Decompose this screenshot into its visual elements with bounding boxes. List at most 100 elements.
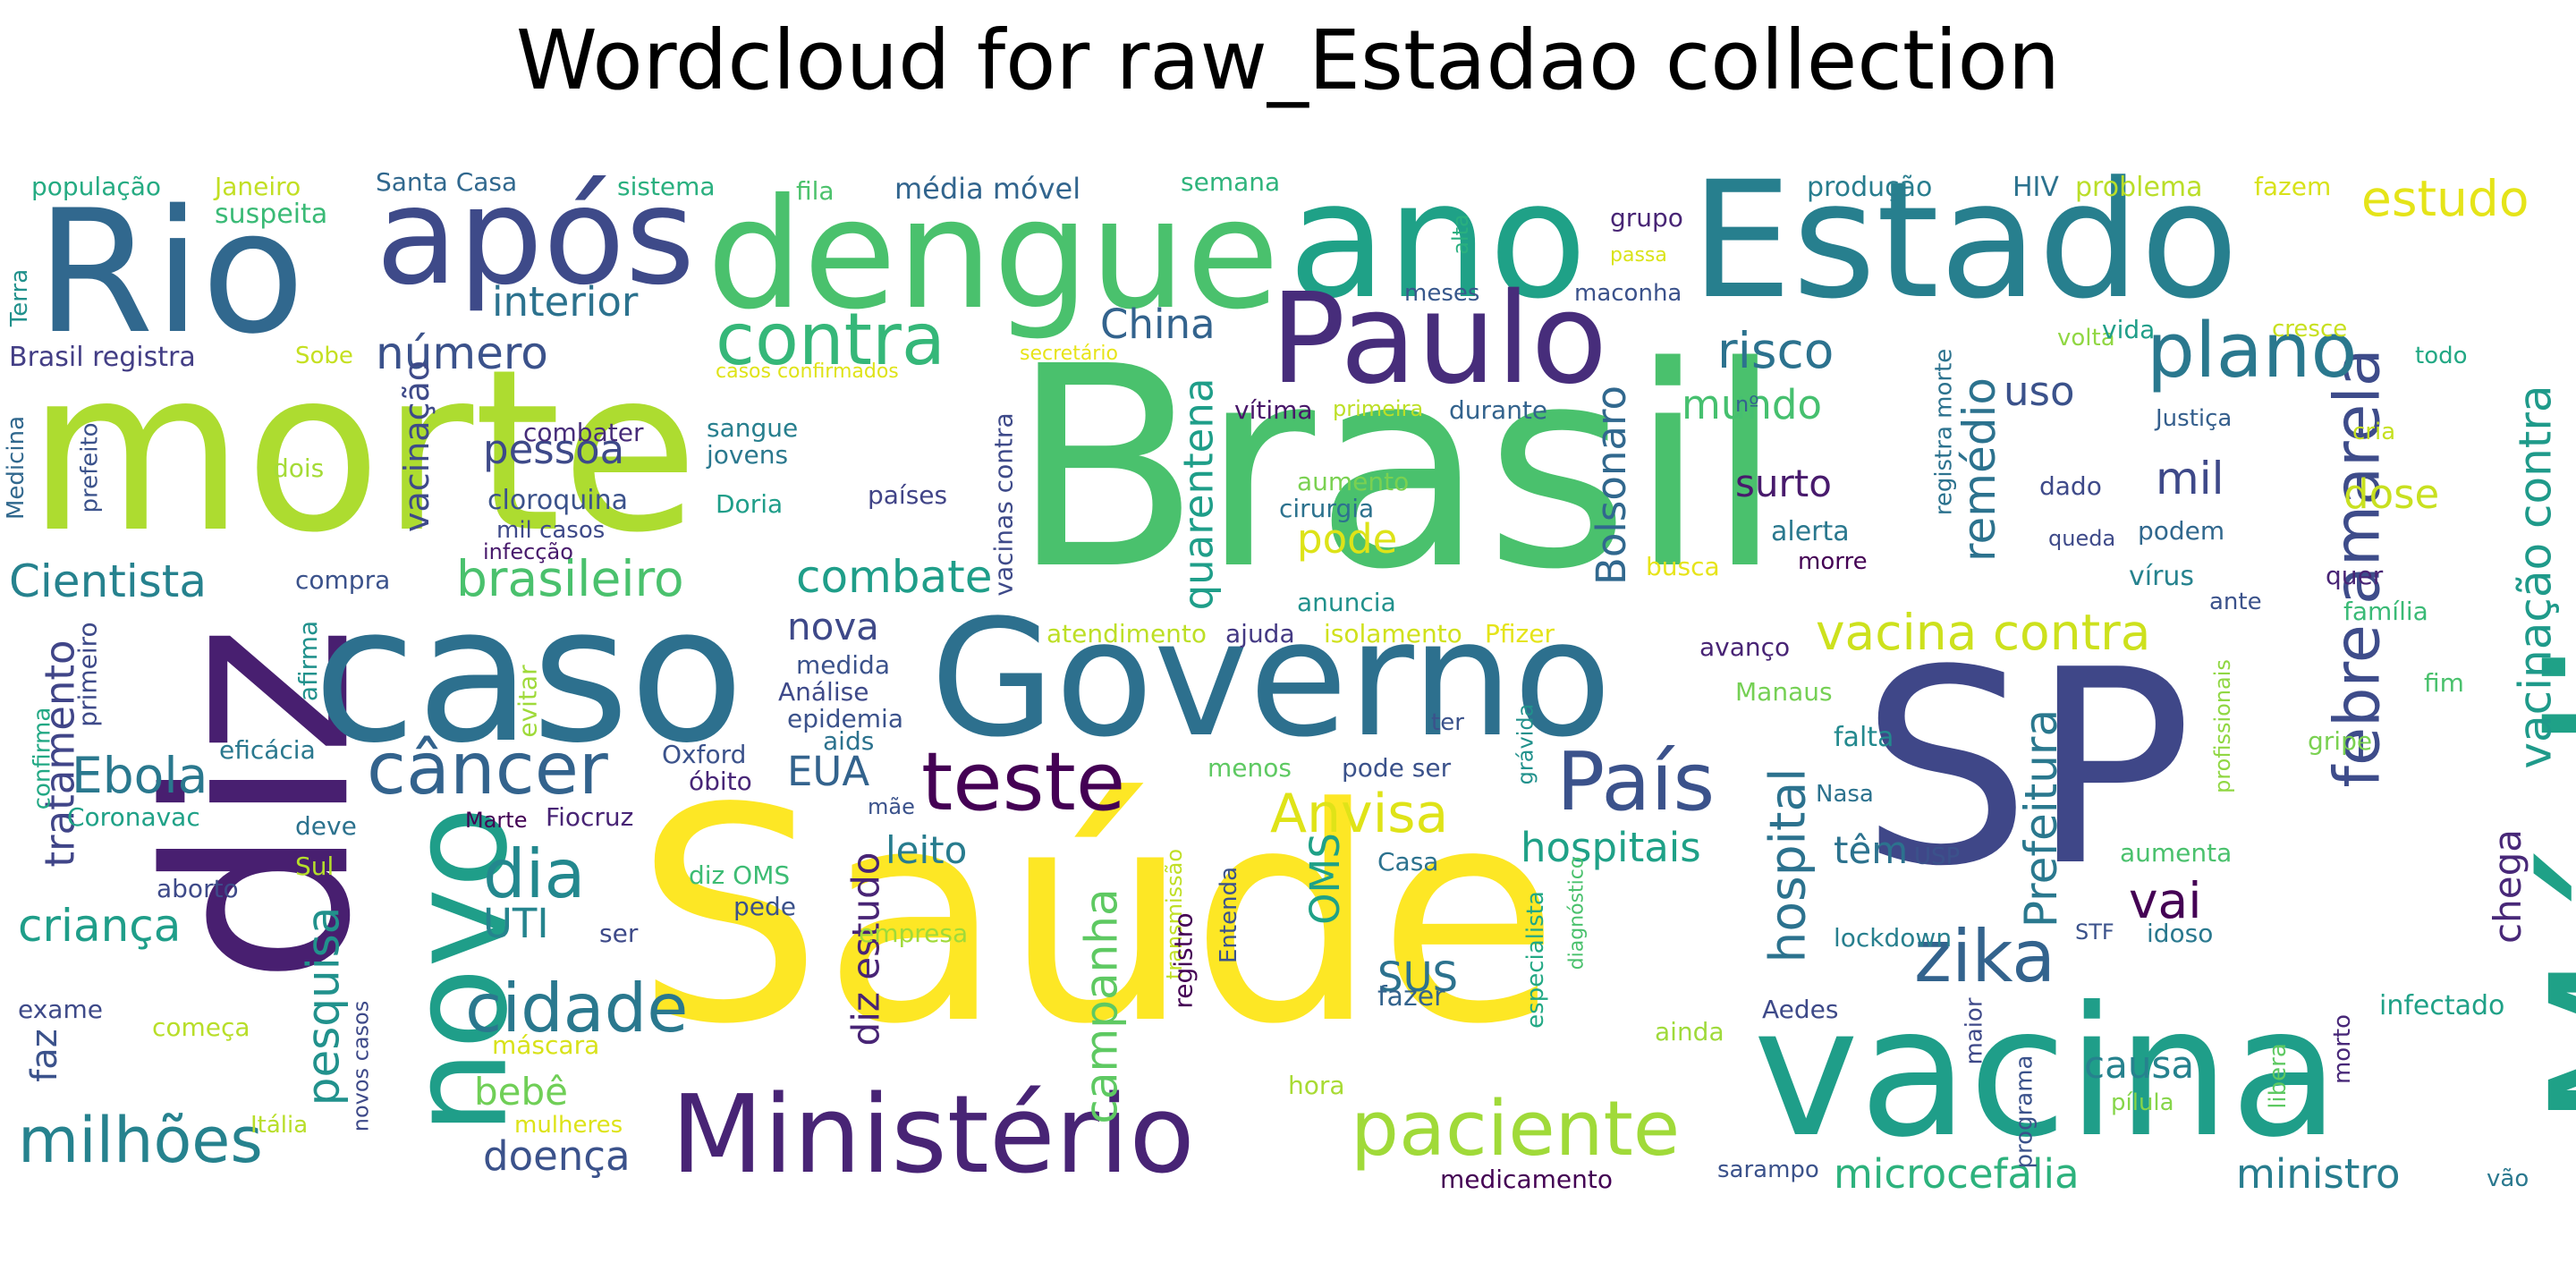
cloud-word: remédio bbox=[1953, 377, 2005, 562]
cloud-word: Pfizer bbox=[1485, 619, 1555, 648]
cloud-word: uso bbox=[2004, 368, 2075, 415]
cloud-word: Terra bbox=[6, 268, 34, 327]
cloud-word: lockdown bbox=[1834, 923, 1953, 953]
cloud-word: profissionais bbox=[2209, 659, 2235, 793]
cloud-word: Saúde bbox=[635, 745, 1560, 1089]
cloud-word: sistema bbox=[617, 172, 716, 201]
cloud-word: Coronavac bbox=[67, 802, 200, 832]
cloud-word: SP bbox=[1860, 613, 2193, 925]
cloud-word: quarentena bbox=[1174, 377, 1223, 611]
cloud-word: produção bbox=[1807, 172, 1933, 203]
cloud-word: Nasa bbox=[1816, 781, 1874, 808]
cloud-word: Cientista bbox=[9, 555, 208, 607]
cloud-word: caso bbox=[313, 565, 745, 784]
cloud-word: primeiro bbox=[72, 622, 103, 727]
cloud-word: Estado bbox=[1690, 148, 2239, 335]
cloud-word: hora bbox=[1288, 1071, 1345, 1100]
cloud-word: vacina bbox=[1753, 969, 2340, 1177]
cloud-word: fazer bbox=[1377, 981, 1445, 1013]
cloud-word: especialista bbox=[1521, 891, 1549, 1029]
cloud-word: prefeito bbox=[76, 422, 104, 513]
cloud-word: Santa Casa bbox=[376, 167, 518, 197]
cloud-word: grupo bbox=[1610, 203, 1683, 233]
cloud-word: sangue bbox=[707, 413, 799, 443]
cloud-word: interior bbox=[492, 278, 639, 326]
cloud-word: empresa bbox=[859, 919, 969, 948]
cloud-word: isolamento bbox=[1324, 619, 1462, 648]
cloud-word: nº bbox=[1735, 392, 1759, 417]
cloud-word: menos bbox=[1208, 753, 1292, 783]
cloud-word: ainda bbox=[1655, 1017, 1724, 1046]
cloud-word: óbito bbox=[689, 767, 752, 796]
cloud-word: programa bbox=[2011, 1055, 2038, 1169]
cloud-word: anuncia bbox=[1297, 588, 1396, 617]
cloud-word: aids bbox=[823, 726, 875, 756]
cloud-word: Brasil registra bbox=[9, 342, 196, 373]
cloud-word: durante bbox=[1449, 395, 1548, 425]
cloud-word: primeira bbox=[1333, 396, 1424, 421]
cloud-word: USP bbox=[1914, 843, 1961, 870]
cloud-word: cria bbox=[2352, 419, 2396, 445]
cloud-word: diagnóstico bbox=[1565, 856, 1589, 970]
cloud-word: registro bbox=[1168, 912, 1199, 1009]
cloud-word: eficácia bbox=[219, 735, 316, 765]
cloud-word: aumento bbox=[1297, 467, 1410, 496]
cloud-word: vacinas contra bbox=[988, 412, 1019, 597]
cloud-word: mil casos bbox=[496, 517, 606, 544]
cloud-word: vida bbox=[2102, 315, 2156, 344]
cloud-word: pessoa bbox=[483, 426, 625, 473]
cloud-word: microcefalia bbox=[1834, 1150, 2080, 1198]
cloud-word: cidade bbox=[465, 969, 689, 1047]
cloud-word: suspeita bbox=[215, 199, 328, 230]
cloud-word: após bbox=[376, 159, 696, 315]
cloud-word: semana bbox=[1181, 167, 1281, 197]
cloud-word: jovens bbox=[707, 440, 789, 470]
cloud-word: aumenta bbox=[2120, 838, 2233, 868]
cloud-word: libera bbox=[2264, 1043, 2292, 1109]
cloud-word: chega bbox=[2485, 829, 2529, 944]
cloud-word: risco bbox=[1717, 322, 1835, 379]
cloud-word: dia bbox=[483, 835, 586, 913]
cloud-word: vírus bbox=[2129, 561, 2195, 592]
cloud-word: morre bbox=[1798, 548, 1868, 575]
cloud-word: evitar bbox=[513, 665, 543, 738]
cloud-word: contra bbox=[716, 298, 945, 381]
cloud-word: Medicina bbox=[3, 415, 30, 521]
page-title: Wordcloud for raw_Estadao collection bbox=[515, 13, 2061, 108]
cloud-word: secretário bbox=[1020, 343, 1118, 365]
cloud-word: vacina contra bbox=[1816, 604, 2151, 661]
cloud-word: número bbox=[376, 327, 548, 379]
cloud-word: dois bbox=[273, 453, 325, 483]
cloud-word: registra morte bbox=[1930, 348, 1958, 516]
cloud-word: problema bbox=[2075, 172, 2203, 203]
cloud-word: maconha bbox=[1574, 280, 1682, 307]
cloud-word: UTI bbox=[483, 900, 549, 947]
cloud-word: milhões bbox=[18, 1104, 263, 1177]
cloud-word: Aedes bbox=[1762, 995, 1839, 1024]
cloud-word: novos casos bbox=[348, 1000, 374, 1132]
cloud-word: SUS bbox=[1377, 953, 1459, 1001]
cloud-word: Governo bbox=[930, 586, 1612, 773]
cloud-word: confirma bbox=[29, 707, 56, 810]
cloud-word: paciente bbox=[1351, 1085, 1681, 1174]
cloud-word: teste bbox=[921, 735, 1126, 829]
cloud-word: compra bbox=[295, 565, 391, 595]
cloud-word: pode ser bbox=[1342, 753, 1452, 783]
cloud-word: vai bbox=[2129, 872, 2202, 929]
cloud-word: cresce bbox=[2272, 316, 2348, 343]
cloud-word: Doria bbox=[716, 489, 784, 519]
cloud-word: vítima bbox=[1234, 395, 1313, 425]
cloud-word: combater bbox=[523, 418, 644, 447]
cloud-word: campanha bbox=[1075, 888, 1128, 1124]
cloud-word: faz bbox=[23, 1029, 65, 1082]
cloud-word: casos confirmados bbox=[716, 360, 899, 383]
cloud-word: sarampo bbox=[1717, 1157, 1819, 1183]
cloud-word: leito bbox=[886, 828, 968, 872]
cloud-word: alta bbox=[1447, 214, 1473, 255]
cloud-word: família bbox=[2343, 597, 2428, 626]
cloud-word: cirurgia bbox=[1279, 494, 1375, 523]
cloud-word: EUA bbox=[787, 748, 870, 795]
cloud-word: bebê bbox=[474, 1070, 568, 1114]
cloud-word: Rio bbox=[36, 174, 306, 371]
cloud-word: deve bbox=[295, 811, 357, 841]
